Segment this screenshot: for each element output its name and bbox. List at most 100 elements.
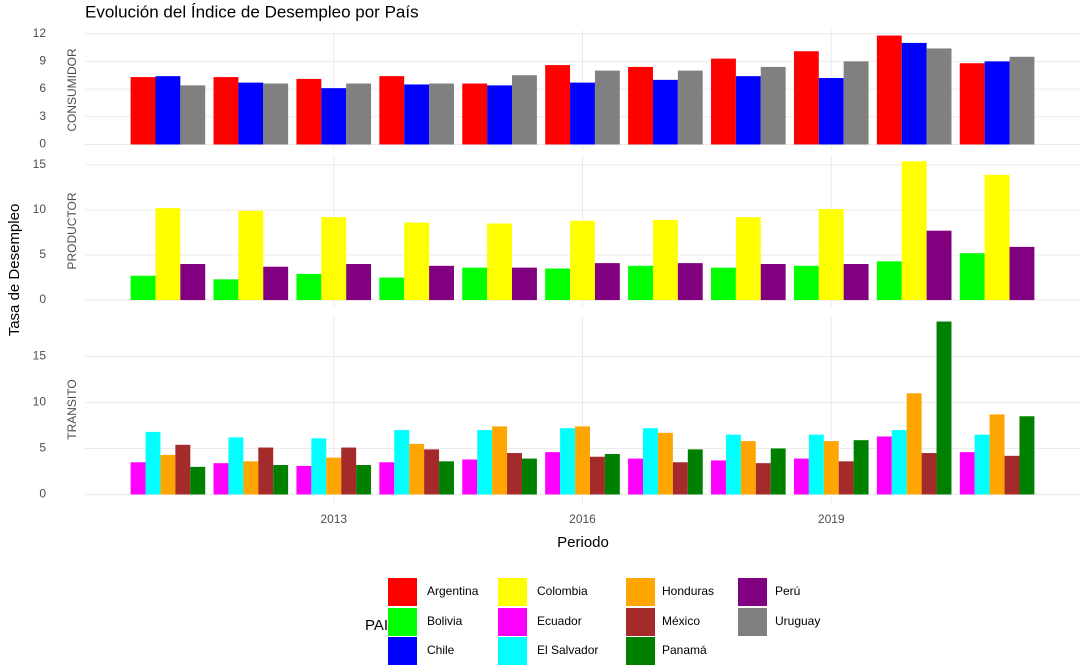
y-tick-label: 10 — [33, 202, 47, 216]
y-tick-label: 15 — [33, 157, 47, 171]
y-tick-label: 0 — [39, 292, 46, 306]
bar — [974, 434, 990, 495]
bar — [175, 444, 191, 495]
bar — [439, 461, 454, 495]
bar — [926, 230, 952, 301]
bar — [876, 436, 892, 495]
y-tick-label: 6 — [39, 81, 46, 95]
bar — [130, 462, 146, 495]
chart-title: Evolución del Índice de Desempleo por Pa… — [85, 2, 419, 21]
bar — [487, 223, 513, 301]
bar — [228, 437, 244, 495]
bar — [296, 273, 322, 301]
bar — [570, 220, 595, 301]
bar — [1009, 56, 1035, 145]
bar — [959, 452, 975, 495]
bar — [793, 51, 819, 145]
bar — [296, 78, 322, 145]
bar — [770, 448, 786, 495]
bar — [477, 430, 493, 495]
x-tick-label: 2013 — [320, 512, 347, 526]
bar — [823, 441, 839, 495]
bar — [213, 279, 239, 301]
bar — [180, 264, 206, 301]
bar — [984, 174, 1010, 301]
bar — [725, 434, 741, 495]
legend-swatch — [738, 608, 767, 636]
bar — [321, 217, 347, 301]
bar — [891, 430, 907, 495]
bar — [545, 452, 561, 495]
bar — [213, 463, 229, 495]
bar — [594, 70, 620, 145]
bar — [735, 76, 761, 145]
bar — [409, 443, 425, 495]
bar — [326, 457, 342, 495]
bar — [356, 465, 372, 495]
bar — [379, 462, 395, 495]
bar — [379, 76, 405, 145]
bar — [404, 84, 430, 145]
bar — [901, 161, 927, 301]
bar — [545, 268, 571, 301]
bar — [589, 456, 605, 495]
bar — [755, 463, 771, 495]
bar — [989, 414, 1005, 495]
legend-swatch — [498, 578, 527, 606]
legend-swatch — [738, 578, 767, 606]
bar — [462, 83, 488, 145]
y-tick-label: 9 — [39, 54, 46, 68]
bar — [394, 430, 410, 495]
bar — [853, 440, 869, 495]
facet-label: TRANSITO — [65, 379, 79, 439]
bar — [959, 253, 985, 301]
x-tick-label: 2019 — [818, 512, 845, 526]
y-tick-label: 5 — [39, 441, 46, 455]
bar — [155, 76, 181, 145]
bar — [657, 432, 673, 495]
bar — [346, 264, 372, 301]
bar — [507, 453, 522, 495]
legend-label: Perú — [775, 584, 800, 598]
bar — [677, 70, 703, 145]
bar — [735, 217, 761, 301]
legend-swatch — [626, 608, 655, 636]
bar — [672, 462, 688, 495]
bar — [838, 461, 854, 495]
bar — [628, 66, 653, 145]
bar — [687, 449, 703, 495]
y-tick-label: 5 — [39, 247, 46, 261]
facet-label: CONSUMIDOR — [65, 48, 79, 132]
bar — [843, 61, 869, 145]
x-axis-title: Periodo — [557, 534, 609, 551]
bar — [296, 465, 312, 495]
bar — [379, 277, 405, 301]
bar — [711, 58, 736, 145]
y-axis-title: Tasa de Desempleo — [6, 204, 23, 337]
bar — [462, 459, 478, 495]
bar — [594, 263, 620, 301]
bar — [711, 267, 736, 301]
bar — [346, 83, 372, 145]
legend-swatch — [498, 608, 527, 636]
y-tick-label: 0 — [39, 487, 46, 501]
bar — [311, 438, 327, 495]
bar — [926, 48, 952, 145]
bar — [263, 83, 289, 145]
legend-swatch — [388, 637, 417, 665]
bar — [628, 265, 653, 301]
bar — [711, 460, 726, 495]
bar — [1009, 246, 1035, 301]
bar — [238, 210, 264, 301]
legend-label: México — [662, 614, 700, 628]
legend-label: Bolivia — [427, 614, 463, 628]
legend-label: Honduras — [662, 584, 714, 598]
bar — [793, 265, 819, 301]
bar — [273, 465, 289, 495]
legend-swatch — [498, 637, 527, 665]
bar — [258, 447, 274, 495]
bar — [424, 449, 440, 495]
bar — [130, 77, 156, 145]
bar — [145, 431, 161, 495]
